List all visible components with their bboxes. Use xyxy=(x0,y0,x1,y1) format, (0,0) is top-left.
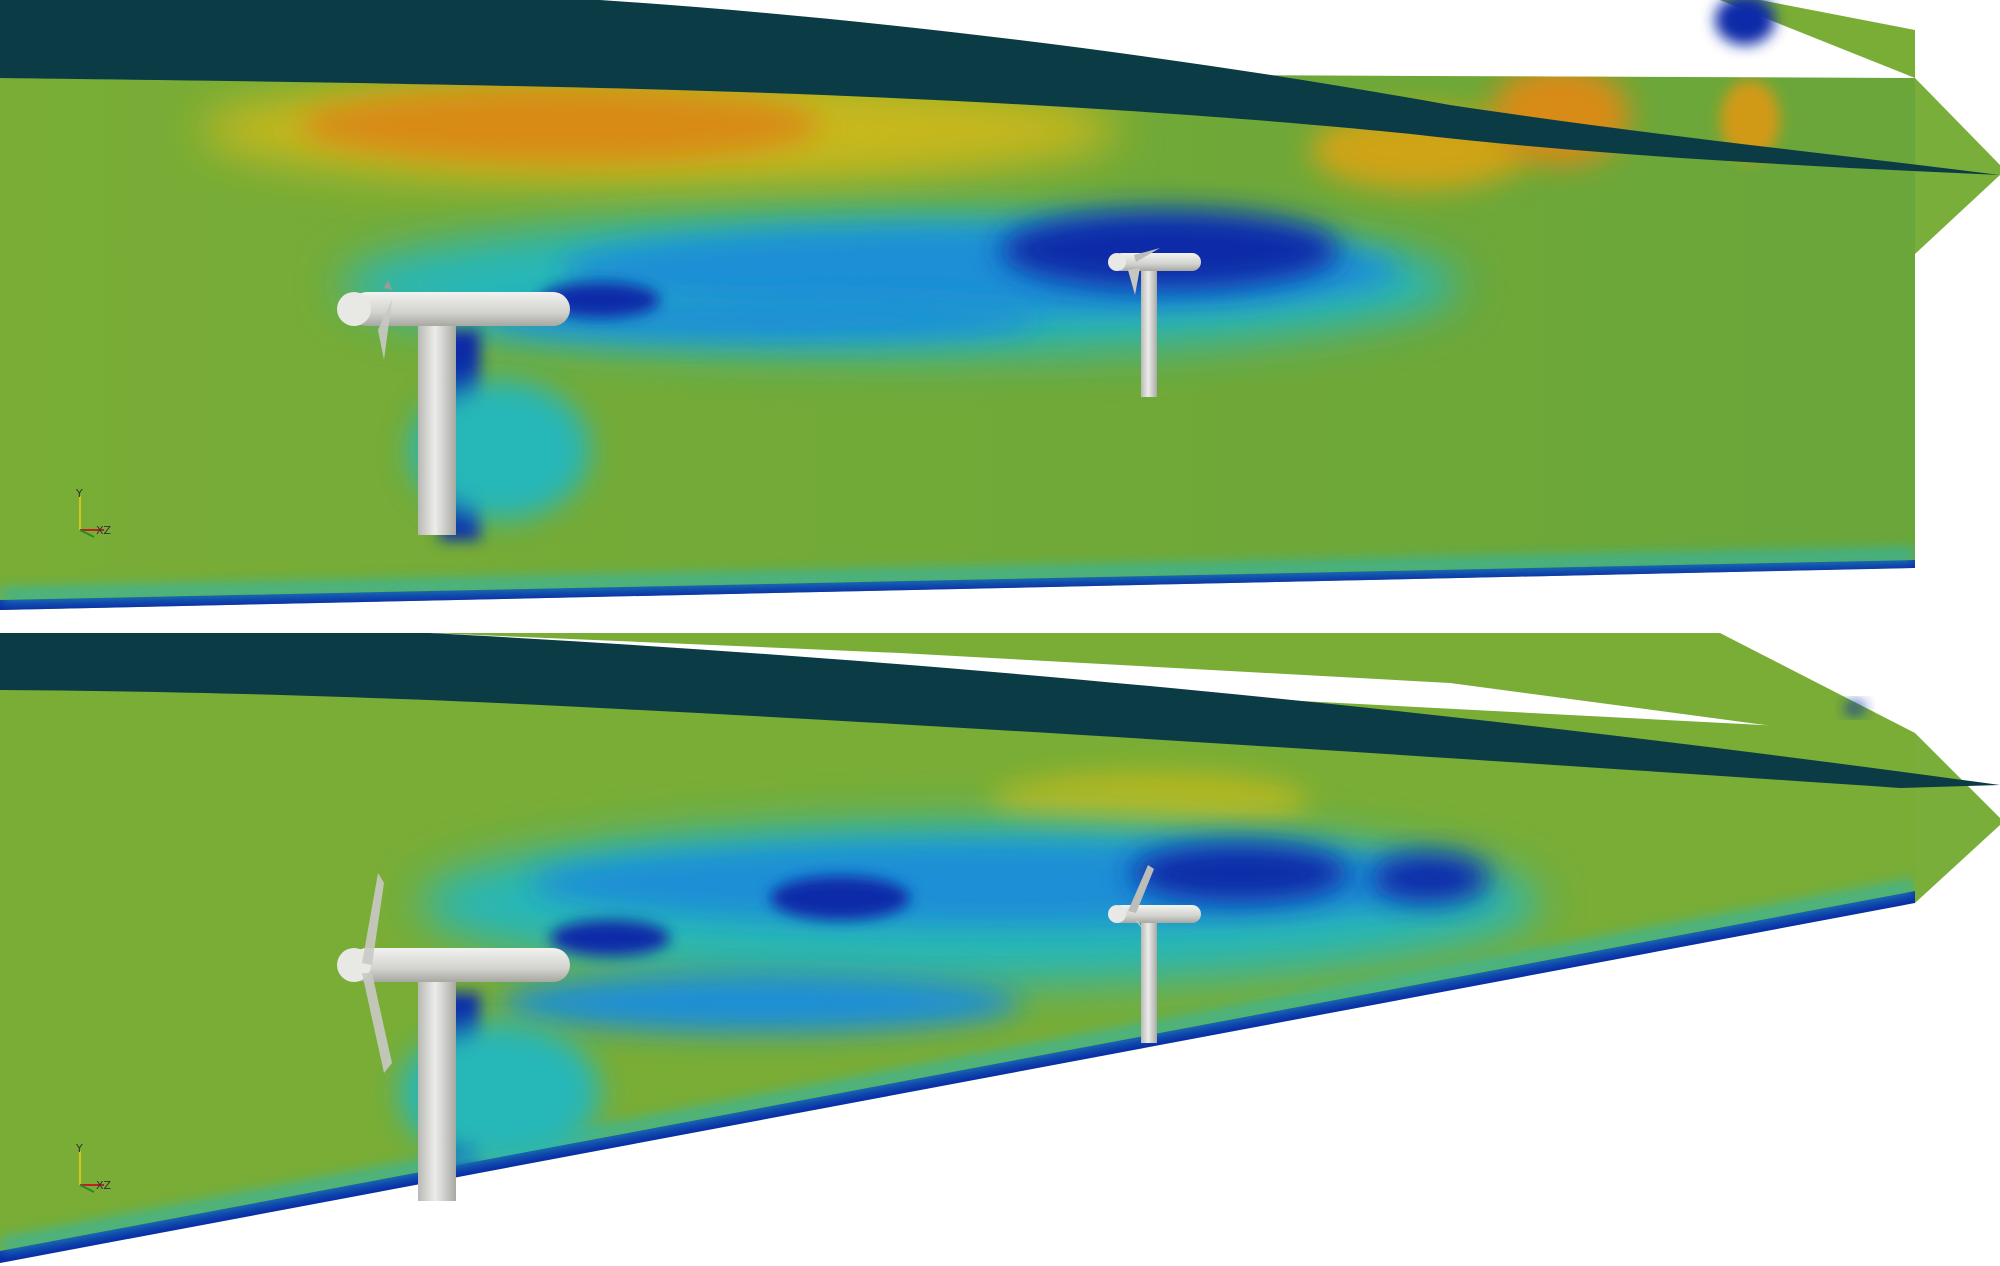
free-surface-ribbon xyxy=(0,633,2000,788)
turbine-nacelle xyxy=(350,948,570,982)
turbine-blade-tip xyxy=(384,280,392,290)
velocity-field-slice xyxy=(0,70,1915,610)
turbine-hub xyxy=(1108,905,1126,923)
turbine-upstream xyxy=(337,280,570,535)
axis-label-xz: XZ xyxy=(96,1179,112,1192)
turbine-nacelle xyxy=(1113,905,1201,923)
turbine-blade xyxy=(1134,248,1160,262)
turbine-upstream xyxy=(337,873,570,1201)
turbine-blade xyxy=(362,873,384,965)
turbine-tower xyxy=(418,325,456,535)
domain-side-face xyxy=(1915,733,2000,903)
axes-triad: Y XZ xyxy=(75,1142,112,1193)
flow-field-view-top: Y XZ xyxy=(0,0,2000,610)
turbine-nacelle xyxy=(350,292,570,326)
turbine-hub xyxy=(1108,253,1126,271)
turbine-blade xyxy=(1134,919,1146,933)
turbine-downstream xyxy=(1108,248,1201,397)
flow-field-view-bottom: Y XZ xyxy=(0,633,2000,1263)
axis-label-y: Y xyxy=(75,487,83,500)
turbine-blade xyxy=(362,973,392,1073)
turbine-blade xyxy=(1128,865,1154,913)
free-surface-ribbon xyxy=(0,0,2000,175)
turbine-tower xyxy=(418,961,456,1201)
turbine-downstream xyxy=(1108,865,1201,1043)
axis-label-xz: XZ xyxy=(96,524,112,537)
axes-triad: Y XZ xyxy=(75,487,112,538)
domain-side-face xyxy=(1915,78,2000,254)
z-axis-arrow xyxy=(79,529,95,538)
turbine-blade xyxy=(1128,268,1140,295)
turbine-nacelle xyxy=(1113,253,1201,271)
turbine-tower xyxy=(1141,262,1157,397)
velocity-field-slice xyxy=(0,633,1915,1263)
axis-label-y: Y xyxy=(75,1142,83,1155)
z-axis-arrow xyxy=(79,1184,95,1193)
turbine-tower xyxy=(1141,913,1157,1043)
simulation-panel-top: Y XZ xyxy=(0,0,2000,610)
turbine-hub xyxy=(337,292,371,326)
simulation-panel-bottom: Y XZ xyxy=(0,633,2000,1266)
turbine-blade xyxy=(378,300,392,360)
